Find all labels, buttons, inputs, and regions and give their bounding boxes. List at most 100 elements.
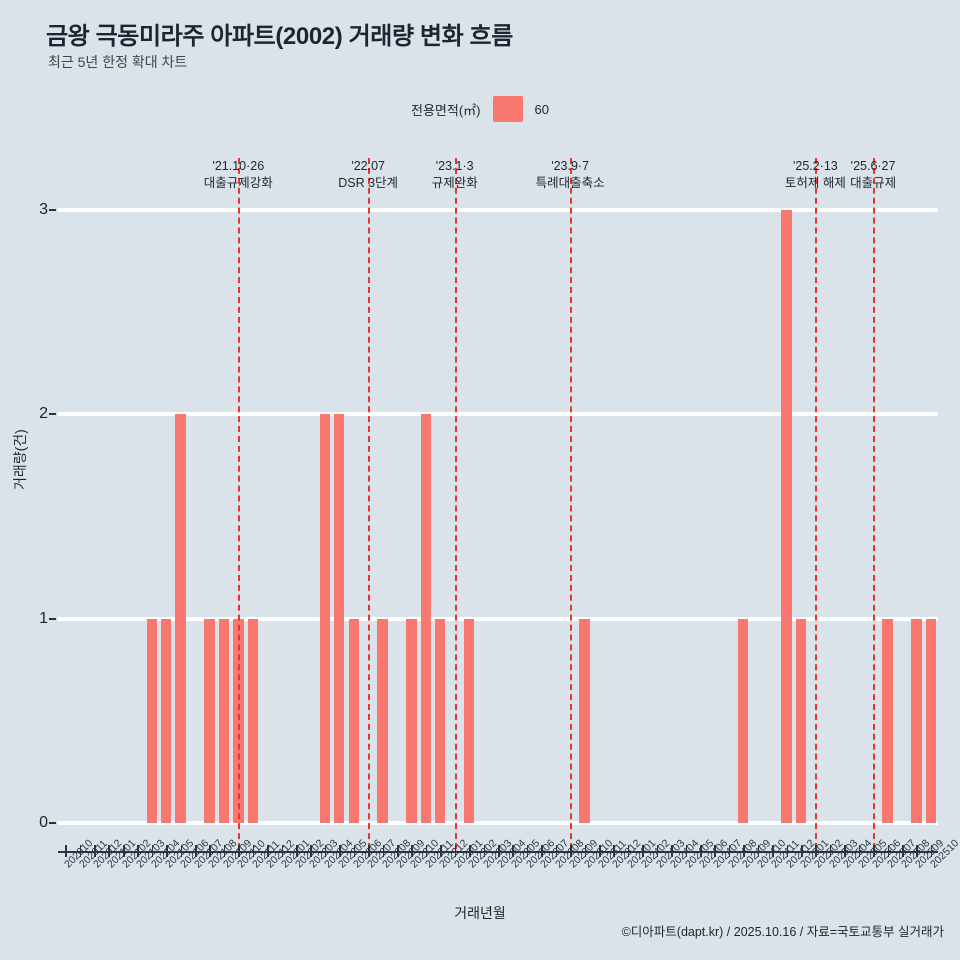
bar[interactable] xyxy=(925,618,936,823)
x-axis-tick-mark xyxy=(757,845,760,857)
x-axis-tick-mark xyxy=(411,845,414,857)
y-axis-tick-mark xyxy=(49,822,56,824)
bar[interactable] xyxy=(911,618,922,823)
y-axis-tick-mark xyxy=(49,617,56,620)
bar[interactable] xyxy=(348,618,359,823)
gridline xyxy=(58,208,938,212)
x-axis-tick-mark xyxy=(844,845,846,857)
bar[interactable] xyxy=(738,618,749,823)
bar[interactable] xyxy=(795,618,807,823)
legend-swatch-icon xyxy=(492,96,523,122)
y-axis-tick-label: 3 xyxy=(39,201,48,218)
event-date-label: '23.1·3 xyxy=(435,159,474,173)
bar[interactable] xyxy=(319,414,331,823)
event-annotation: '21.10·26 대출규제강화 xyxy=(204,158,273,192)
bar[interactable] xyxy=(247,618,258,823)
bar[interactable] xyxy=(420,414,432,823)
bar[interactable] xyxy=(435,618,446,823)
event-marker-line xyxy=(238,158,241,849)
plot-area: 0 1 2 3 xyxy=(39,158,938,849)
event-marker-line xyxy=(368,158,371,849)
event-marker-line xyxy=(570,158,573,849)
y-axis-tick-mark xyxy=(49,413,56,416)
bar[interactable] xyxy=(781,210,792,823)
x-axis-tick-mark xyxy=(714,845,716,857)
y-axis-title: 거래량(건) xyxy=(12,429,28,490)
event-name-label: 규제완화 xyxy=(431,175,478,190)
x-axis-tick-mark xyxy=(339,845,341,857)
page-title: 금왕 극동미라주 아파트(2002) 거래량 변화 흐름 xyxy=(46,23,513,50)
x-axis-tick-mark xyxy=(122,845,125,857)
x-axis-tick-mark xyxy=(65,845,67,857)
x-axis-tick-mark xyxy=(281,845,284,857)
event-annotation: '22.07 DSR 3단계 xyxy=(338,158,398,192)
x-axis-tick-mark xyxy=(829,845,832,857)
legend-value: 60 xyxy=(534,101,549,117)
x-axis-tick-mark xyxy=(685,845,688,857)
event-marker-line xyxy=(454,158,457,849)
event-name-label: 대출규제 xyxy=(850,175,897,190)
y-axis-tick-label: 1 xyxy=(39,609,48,627)
event-name-label: 토허제 해제 xyxy=(784,175,846,190)
y-axis-tick-label: 2 xyxy=(39,405,48,423)
x-axis-tick-mark xyxy=(368,845,370,857)
x-axis-tick-mark xyxy=(180,845,183,857)
x-axis-tick-mark xyxy=(324,845,327,857)
x-axis-tick-mark xyxy=(397,845,399,857)
x-axis-tick-mark xyxy=(252,845,255,857)
x-axis-tick-mark xyxy=(353,845,356,857)
bar[interactable] xyxy=(161,618,172,823)
x-axis-tick-mark xyxy=(151,845,154,857)
event-name-label: 특례대출축소 xyxy=(535,175,605,190)
y-axis-tick-label: 0 xyxy=(39,814,48,831)
event-annotation: '25.6·27 대출규제 xyxy=(850,158,896,192)
x-axis-tick-mark xyxy=(267,845,269,857)
bar[interactable] xyxy=(882,618,893,823)
x-axis-tick-mark xyxy=(526,845,529,857)
bar[interactable] xyxy=(146,618,157,823)
x-axis-tick-mark xyxy=(296,845,298,857)
x-axis-tick-mark xyxy=(238,845,240,857)
x-axis-tick-mark xyxy=(310,845,313,857)
x-axis-tick-mark xyxy=(743,845,745,857)
x-axis-tick-mark xyxy=(469,845,471,857)
bar[interactable] xyxy=(377,618,388,823)
x-axis-tick-mark xyxy=(815,845,817,857)
bar[interactable] xyxy=(218,618,230,823)
bar[interactable] xyxy=(175,414,186,823)
x-axis-tick-mark xyxy=(728,845,731,857)
gridline xyxy=(58,821,938,825)
x-axis-tick-mark xyxy=(887,845,890,857)
event-marker-line xyxy=(815,158,818,849)
x-axis-tick-mark xyxy=(642,845,644,857)
event-name-label: DSR 3단계 xyxy=(338,175,399,190)
bar[interactable] xyxy=(406,618,417,823)
x-axis-tick-mark xyxy=(598,845,601,857)
x-axis-tick-mark xyxy=(656,845,659,857)
event-annotation: '23.1·3 규제완화 xyxy=(432,158,478,192)
event-annotation: '25.2·13 토허제 해제 xyxy=(785,158,846,192)
bar[interactable] xyxy=(579,618,590,823)
event-annotation: '23.9·7 특례대출축소 xyxy=(536,158,605,192)
x-axis-title: 거래년월 xyxy=(454,905,506,921)
event-marker-line xyxy=(873,158,876,849)
x-axis-tick-mark xyxy=(440,845,442,857)
legend-label: 전용면적(㎡) xyxy=(411,102,481,118)
event-date-label: '25.6·27 xyxy=(850,159,896,173)
x-axis-tick-mark xyxy=(584,845,587,857)
bar[interactable] xyxy=(463,618,475,823)
chart-legend: 전용면적(㎡) 60 xyxy=(0,96,960,122)
x-axis-tick-mark xyxy=(555,845,558,857)
x-axis-tick-mark xyxy=(195,845,197,857)
page-subtitle: 최근 5년 한정 확대 차트 xyxy=(48,54,188,70)
x-axis-tick-mark xyxy=(671,845,673,857)
gridline xyxy=(58,412,938,417)
bar[interactable] xyxy=(204,618,215,823)
event-date-label: '22.07 xyxy=(351,159,385,173)
x-axis-tick-mark xyxy=(699,845,702,857)
x-axis-tick-mark xyxy=(498,845,500,857)
event-date-label: '25.2·13 xyxy=(792,159,838,173)
x-axis-tick-mark xyxy=(800,845,803,857)
bar[interactable] xyxy=(334,414,345,823)
event-name-label: 대출규제강화 xyxy=(203,175,273,190)
